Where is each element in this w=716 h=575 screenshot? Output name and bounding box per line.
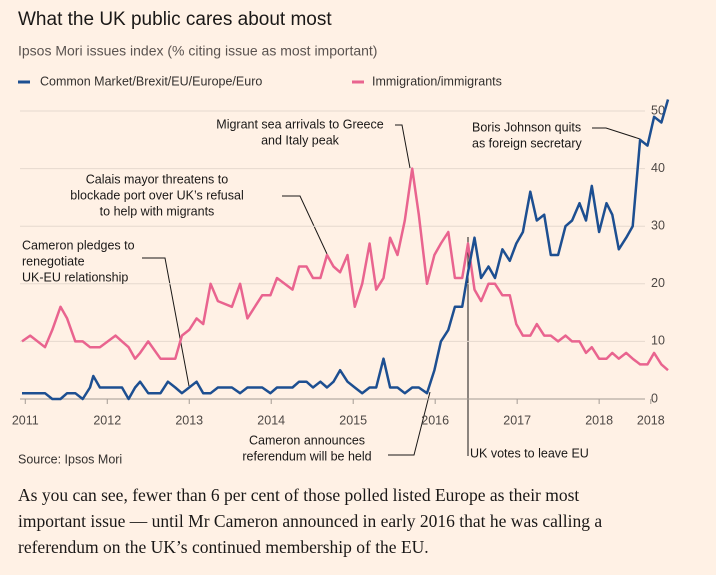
y-tick-label: 30 — [651, 219, 665, 233]
x-tick-label: 2015 — [339, 413, 367, 427]
leader-line — [142, 257, 190, 387]
x-tick-label: 2016 — [421, 413, 449, 427]
leader-line — [388, 391, 431, 456]
x-tick-label: 2017 — [503, 413, 531, 427]
legend-label: Common Market/Brexit/EU/Europe/Euro — [40, 74, 262, 88]
leader-line — [282, 195, 328, 255]
series-line — [21, 167, 669, 372]
annotation: and Italy peak — [261, 133, 340, 147]
annotation: as foreign secretary — [472, 136, 583, 150]
leader-line — [592, 127, 641, 140]
annotation: Cameron pledges to — [22, 238, 135, 252]
x-tick-label: 2013 — [175, 413, 203, 427]
source: Source: Ipsos Mori — [18, 452, 122, 466]
chart-subtitle: Ipsos Mori issues index (% citing issue … — [18, 43, 377, 59]
article-text: important issue — until Mr Cameron annou… — [18, 511, 602, 531]
x-tick-label: 2014 — [257, 413, 285, 427]
y-tick-label: 40 — [651, 161, 665, 175]
annotation: blockade port over UK’s refusal — [70, 188, 243, 202]
x-tick-label: 2012 — [93, 413, 121, 427]
legend-label: Immigration/immigrants — [372, 74, 502, 88]
article-text: As you can see, fewer than 6 per cent of… — [18, 485, 579, 505]
y-tick-label: 50 — [651, 103, 665, 117]
article-text: referendum on the UK’s continued members… — [18, 537, 429, 557]
x-tick-label: 2018 — [585, 413, 613, 427]
leader-line — [395, 124, 411, 169]
x-tick-label: 2018 — [637, 413, 665, 427]
annotation: to help with migrants — [100, 204, 215, 218]
chart-title: What the UK public cares about most — [18, 9, 332, 30]
x-tick-label: 2011 — [12, 413, 39, 427]
y-tick-label: 10 — [651, 334, 665, 348]
y-tick-label: 0 — [651, 391, 658, 405]
annotation: referendum will be held — [242, 449, 371, 463]
annotation: UK votes to leave EU — [470, 446, 589, 460]
annotation: Boris Johnson quits — [472, 120, 581, 134]
annotation: renegotiate — [22, 254, 85, 268]
y-tick-label: 20 — [651, 276, 665, 290]
annotation: Migrant sea arrivals to Greece — [216, 117, 383, 131]
annotation: UK-EU relationship — [22, 270, 128, 284]
series-line — [22, 99, 670, 401]
annotation: Calais mayor threatens to — [86, 172, 228, 186]
annotation: Cameron announces — [249, 433, 365, 447]
